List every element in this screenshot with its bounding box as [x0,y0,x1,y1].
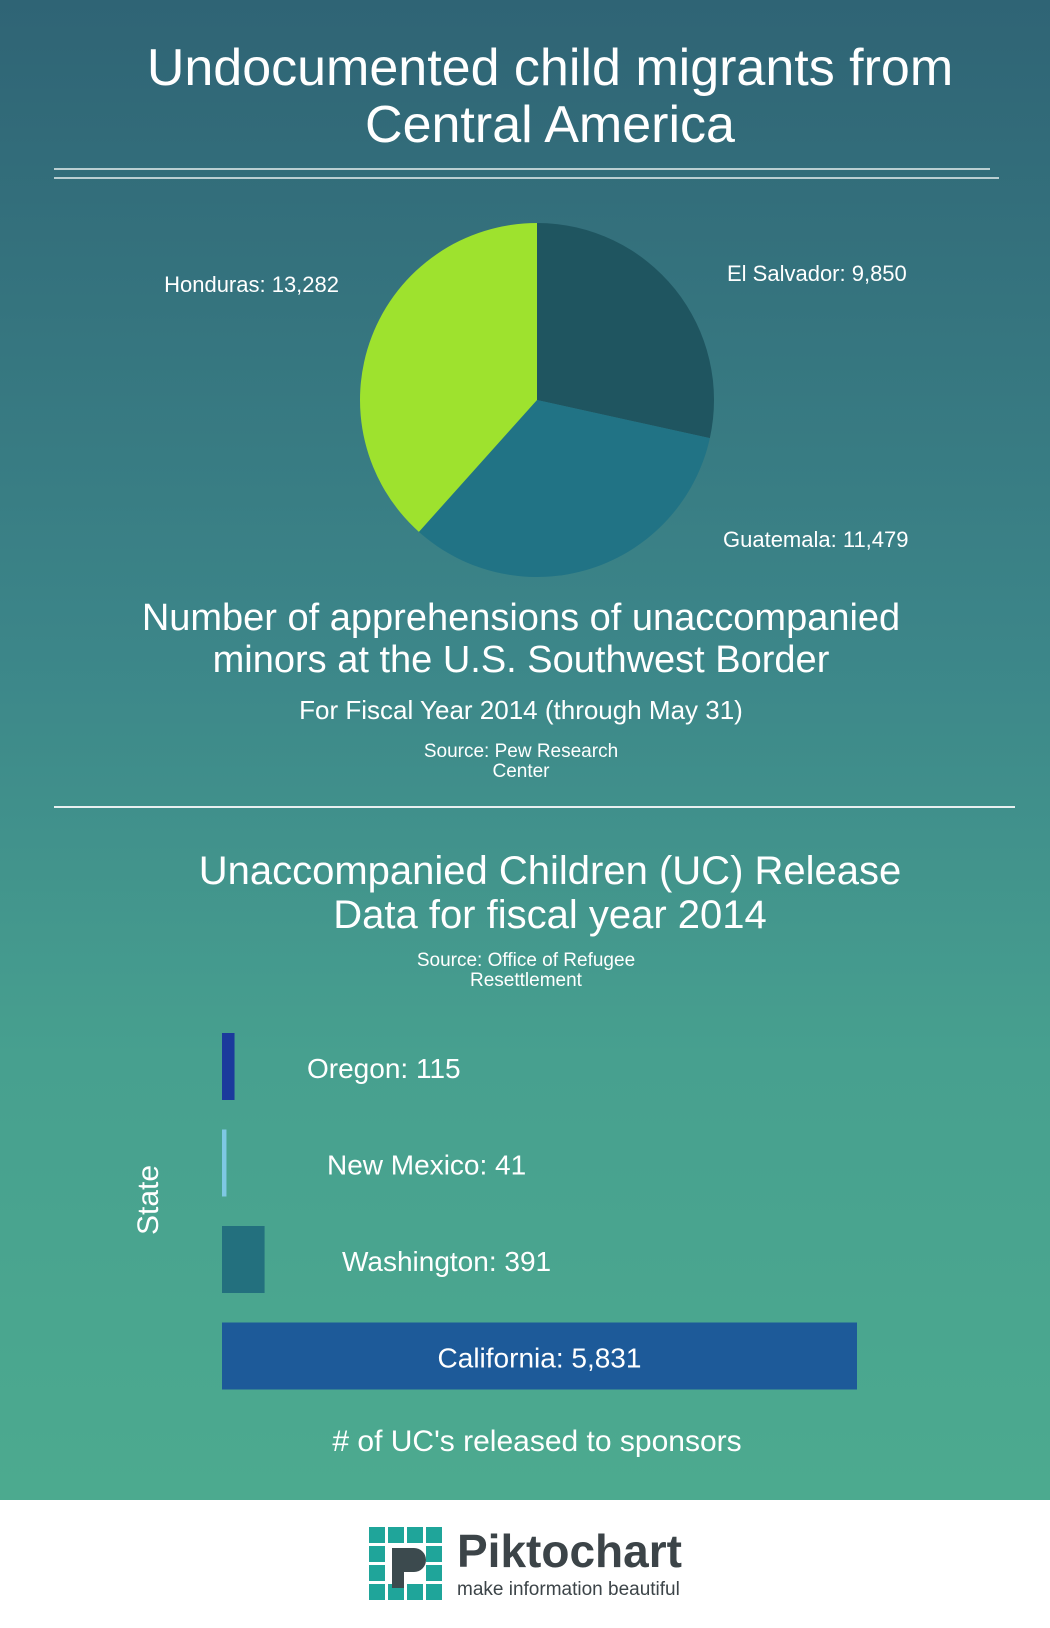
y-axis-label: State [132,1165,165,1235]
footer-tagline: make information beautiful [457,1579,680,1600]
pie-slice [359,223,537,532]
bar-label: Washington: 391 [342,1246,551,1277]
page-title: Undocumented child migrants from Central… [146,39,954,155]
bar [222,1033,235,1100]
bar [222,1322,857,1390]
slice-label: Guatemala: 11,479 [723,527,909,552]
bar-label: Oregon: 115 [307,1053,461,1084]
footer-band [0,1500,1050,1628]
bar-title: Unaccompanied Children (UC) Release Data… [198,849,902,937]
bar-label: California: 5,831 [438,1342,642,1373]
pie-subtitle: For Fiscal Year 2014 (through May 31) [299,695,743,725]
pie-title: Number of apprehensions of unaccompanied… [141,597,901,681]
pie-slice [418,400,710,577]
footer-brand: Piktochart [457,1525,682,1577]
slice-label: Honduras: 13,282 [164,272,339,297]
x-axis-label: # of UC's released to sponsors [332,1425,741,1458]
bar-label: New Mexico: 41 [327,1149,526,1180]
logo-icon [369,1527,442,1600]
bar-source: Source: Office of Refugee Resettlement [416,950,636,991]
bar [222,1129,227,1197]
bar [222,1226,265,1293]
slice-label: El Salvador: 9,850 [727,261,907,286]
pie-source: Source: Pew Research Center [423,741,619,782]
pie-slice [537,223,714,439]
